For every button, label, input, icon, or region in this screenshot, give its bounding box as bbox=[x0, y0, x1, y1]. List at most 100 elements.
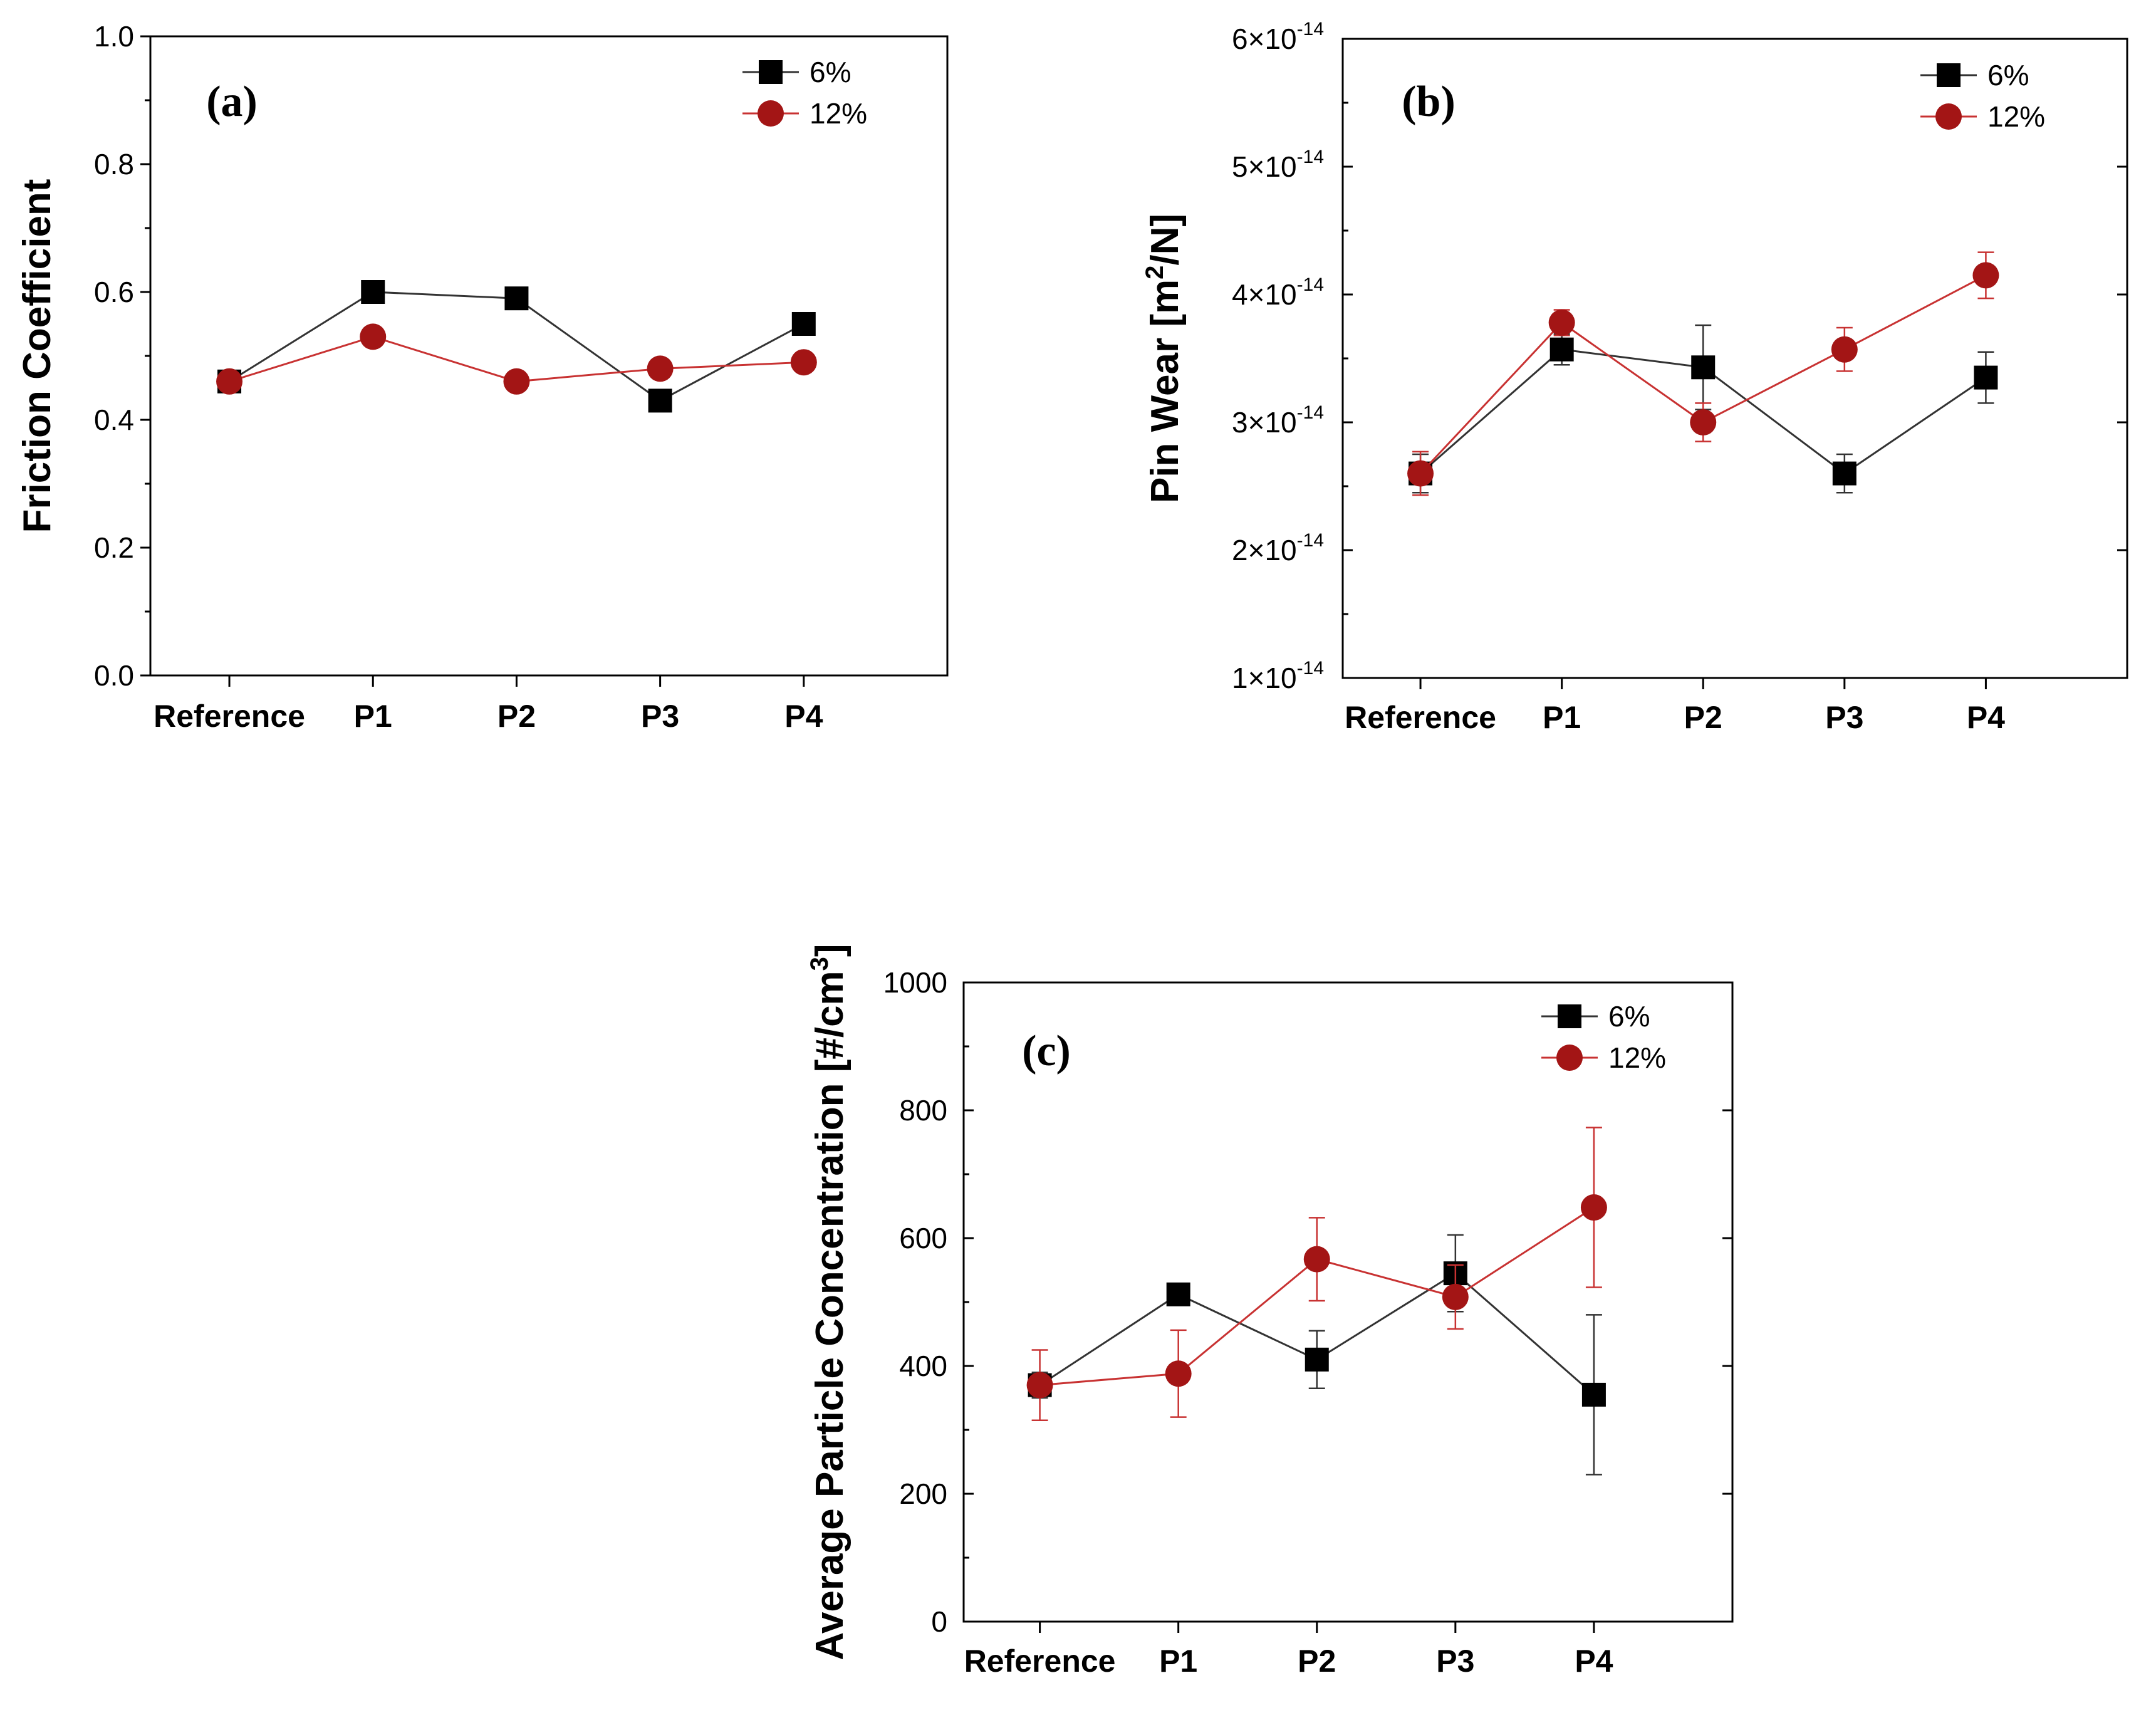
x-tick-label: Reference bbox=[1345, 700, 1496, 735]
data-point-circle bbox=[1407, 460, 1434, 487]
data-point-circle bbox=[1165, 1360, 1192, 1387]
legend-marker-square bbox=[759, 60, 783, 84]
data-point-circle bbox=[647, 355, 674, 382]
y-tick-base: 6×10 bbox=[1232, 23, 1297, 55]
series-12pct: 12% bbox=[216, 97, 867, 395]
data-point-circle bbox=[1972, 262, 1999, 289]
y-tick-label: 4×10-14 bbox=[1232, 274, 1324, 311]
legend-marker-square bbox=[1558, 1004, 1581, 1028]
x-tick-label: P1 bbox=[1159, 1644, 1197, 1679]
x-tick-label: P2 bbox=[1298, 1644, 1336, 1679]
series-12pct: 12% bbox=[1026, 1041, 1666, 1421]
panel-label: (a) bbox=[206, 78, 258, 126]
y-axis-title-superscript: 3 bbox=[806, 957, 833, 971]
y-tick-base: 5×10 bbox=[1232, 150, 1297, 183]
x-tick-label: Reference bbox=[964, 1644, 1116, 1679]
y-tick-exponent: -14 bbox=[1297, 274, 1324, 295]
data-point-circle bbox=[1548, 309, 1575, 336]
y-tick-exponent: -14 bbox=[1297, 147, 1324, 167]
x-tick-label: P4 bbox=[1575, 1644, 1613, 1679]
y-tick-label: 3×10-14 bbox=[1232, 402, 1324, 439]
y-tick-exponent: -14 bbox=[1297, 402, 1324, 423]
data-point-square bbox=[361, 280, 385, 304]
x-tick-label: P2 bbox=[497, 699, 536, 734]
x-tick-label: P4 bbox=[784, 699, 823, 734]
y-tick-label: 6×10-14 bbox=[1232, 19, 1324, 55]
data-point-circle bbox=[360, 323, 387, 350]
y-tick-exponent: -14 bbox=[1297, 530, 1324, 551]
x-tick-label: Reference bbox=[154, 699, 305, 734]
y-axis-title: Average Particle Concentration [#/cm3] bbox=[806, 944, 851, 1660]
y-tick-exponent: -14 bbox=[1297, 658, 1324, 679]
legend-label: 6% bbox=[810, 56, 851, 88]
plot-frame bbox=[1341, 38, 2128, 679]
y-axis-title-end: /N] bbox=[1143, 214, 1187, 266]
panel-label: (c) bbox=[1022, 1027, 1071, 1075]
x-tick-label: P3 bbox=[641, 699, 679, 734]
data-point-square bbox=[648, 388, 672, 413]
data-point-square bbox=[1549, 337, 1574, 362]
data-point-circle bbox=[216, 368, 243, 395]
data-point-circle bbox=[790, 349, 817, 376]
data-point-square bbox=[1974, 365, 1998, 390]
y-tick-label: 200 bbox=[899, 1477, 947, 1510]
series-6pct: 6% bbox=[1409, 59, 2029, 494]
legend-label: 12% bbox=[1987, 100, 2045, 133]
legend-marker-circle bbox=[758, 100, 784, 127]
chart-panel-a: 0.0 0.2 0.4 0.6 0.8 1.0 Reference P1 P2 P3 P4 Frict… bbox=[16, 20, 949, 734]
y-tick-base: 1×10 bbox=[1232, 662, 1297, 694]
y-tick-label: 5×10-14 bbox=[1232, 147, 1324, 183]
y-tick-label: 800 bbox=[899, 1094, 947, 1127]
data-point-circle bbox=[1442, 1283, 1469, 1310]
y-tick-label: 0 bbox=[931, 1605, 947, 1638]
y-tick-base: 3×10 bbox=[1232, 406, 1297, 439]
legend-marker-circle bbox=[1935, 103, 1962, 130]
data-point-square bbox=[791, 312, 816, 336]
data-point-square bbox=[1832, 461, 1857, 486]
data-point-square bbox=[1305, 1347, 1329, 1372]
x-tick-label: P1 bbox=[1543, 700, 1581, 735]
legend-label: 6% bbox=[1608, 1000, 1650, 1033]
chart-panel-c: 0 200 400 600 800 1000 Reference P1 P2 P3 P4 Averag… bbox=[806, 944, 1734, 1679]
y-axis-title-end: ] bbox=[808, 944, 851, 957]
data-point-square bbox=[1581, 1382, 1606, 1407]
y-tick-base: 2×10 bbox=[1232, 534, 1297, 566]
y-tick-base: 4×10 bbox=[1232, 278, 1297, 311]
y-tick-label: 1×10-14 bbox=[1232, 658, 1324, 694]
panel-label: (b) bbox=[1402, 78, 1456, 126]
y-tick-label: 1000 bbox=[883, 966, 947, 999]
y-axis-title-base: Pin Wear [m bbox=[1143, 279, 1187, 503]
y-axis-title: Pin Wear [m2/N] bbox=[1141, 214, 1187, 503]
x-tick-label: P3 bbox=[1436, 1644, 1474, 1679]
series-12pct: 12% bbox=[1407, 100, 2045, 496]
data-point-circle bbox=[1690, 409, 1717, 435]
x-tick-label: P1 bbox=[354, 699, 392, 734]
y-tick-label: 600 bbox=[899, 1222, 947, 1254]
legend-marker-circle bbox=[1556, 1045, 1583, 1071]
data-point-circle bbox=[1831, 336, 1858, 363]
y-tick-label: 0.2 bbox=[94, 531, 134, 564]
y-axis-title-superscript: 2 bbox=[1141, 266, 1169, 279]
data-point-square bbox=[1691, 355, 1716, 380]
data-point-circle bbox=[1580, 1194, 1607, 1221]
legend-label: 12% bbox=[810, 97, 867, 130]
series-6pct: 6% bbox=[1028, 1000, 1650, 1476]
y-tick-label: 400 bbox=[899, 1350, 947, 1382]
x-tick-label: P2 bbox=[1684, 700, 1722, 735]
legend-label: 6% bbox=[1987, 59, 2029, 91]
data-point-circle bbox=[1026, 1372, 1053, 1399]
data-point-circle bbox=[503, 368, 530, 395]
legend-label: 12% bbox=[1608, 1041, 1666, 1074]
y-tick-label: 0.4 bbox=[94, 404, 134, 436]
series-6pct: 6% bbox=[217, 56, 851, 413]
plot-frame bbox=[962, 981, 1734, 1623]
y-axis-title-base: Average Particle Concentration [#/cm bbox=[808, 971, 851, 1660]
y-tick-label: 0.0 bbox=[94, 659, 134, 692]
y-tick-exponent: -14 bbox=[1297, 19, 1324, 39]
x-tick-label: P3 bbox=[1825, 700, 1863, 735]
y-tick-label: 2×10-14 bbox=[1232, 530, 1324, 566]
y-tick-label: 1.0 bbox=[94, 20, 134, 53]
data-point-square bbox=[1166, 1282, 1190, 1306]
x-tick-label: P4 bbox=[1967, 700, 2005, 735]
